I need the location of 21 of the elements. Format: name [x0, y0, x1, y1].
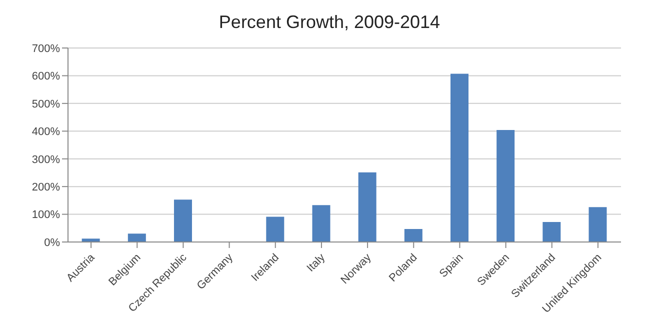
bar [588, 207, 607, 242]
chart-title: Percent Growth, 2009-2014 [218, 11, 442, 34]
y-tick-label: 500% [32, 98, 60, 110]
y-tick-label: 300% [32, 154, 60, 166]
bar [82, 238, 100, 242]
bar [174, 200, 192, 242]
bar [312, 205, 330, 242]
bar [496, 130, 515, 242]
bar [128, 234, 146, 242]
y-tick-label: 200% [32, 181, 60, 194]
bar [358, 172, 376, 242]
x-tick-label: Italy [304, 251, 328, 274]
y-tick-label: 100% [32, 209, 60, 222]
y-tick-label: 600% [32, 70, 60, 83]
bar [450, 74, 468, 242]
bar [542, 222, 561, 242]
bar [266, 216, 284, 242]
bar [404, 228, 422, 242]
y-tick-label: 700% [32, 42, 60, 55]
y-tick-label: 0% [44, 236, 60, 249]
y-tick-label: 400% [32, 126, 60, 138]
